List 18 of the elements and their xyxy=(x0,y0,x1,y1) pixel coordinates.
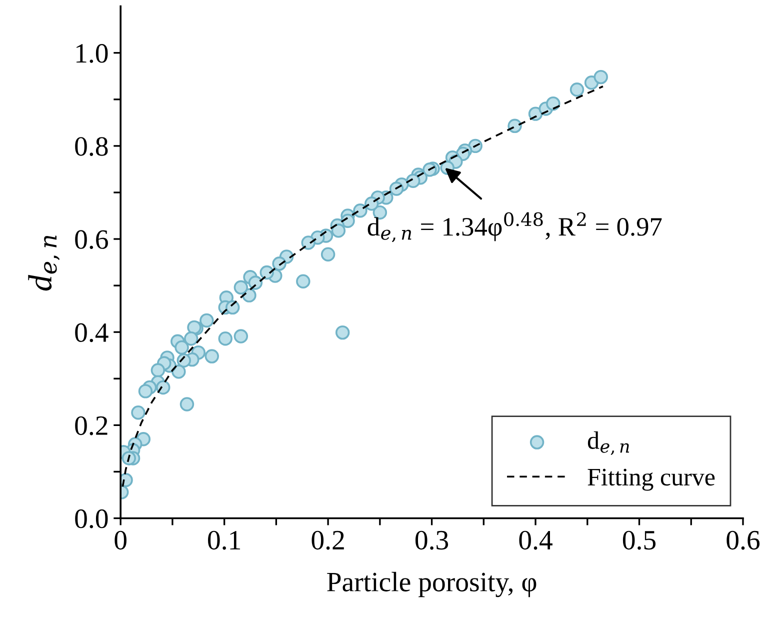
x-tick-label: 0.5 xyxy=(622,530,656,550)
x-tick-label: 0.6 xyxy=(726,530,760,550)
y-tick-label: 0.8 xyxy=(75,137,108,156)
y-axis-title: d$_{e,n}$ xyxy=(28,236,60,291)
y-tick-label: 0.2 xyxy=(75,416,108,436)
legend-label: d$_{e,n}$ xyxy=(588,431,630,455)
x-tick-label: 0 xyxy=(114,530,126,550)
x-axis-title: Particle porosity, φ xyxy=(327,572,536,598)
x-tick-label: 0.2 xyxy=(312,530,344,550)
y-tick-label: 0.6 xyxy=(75,230,108,250)
x-tick-label: 0.3 xyxy=(415,530,448,550)
y-tick-label: 0.0 xyxy=(75,509,108,528)
x-tick-label: 0.1 xyxy=(208,530,240,550)
y-tick-label: 0.4 xyxy=(75,323,108,342)
y-tick-label: 1.0 xyxy=(76,44,108,63)
legend-label: Fitting curve xyxy=(588,468,715,491)
x-tick-label: 0.4 xyxy=(519,530,552,550)
annotation: d$_{e,n}$ = 1.34φ$^{0.48}$, R$^{2}$ = 0.97 xyxy=(368,212,662,242)
